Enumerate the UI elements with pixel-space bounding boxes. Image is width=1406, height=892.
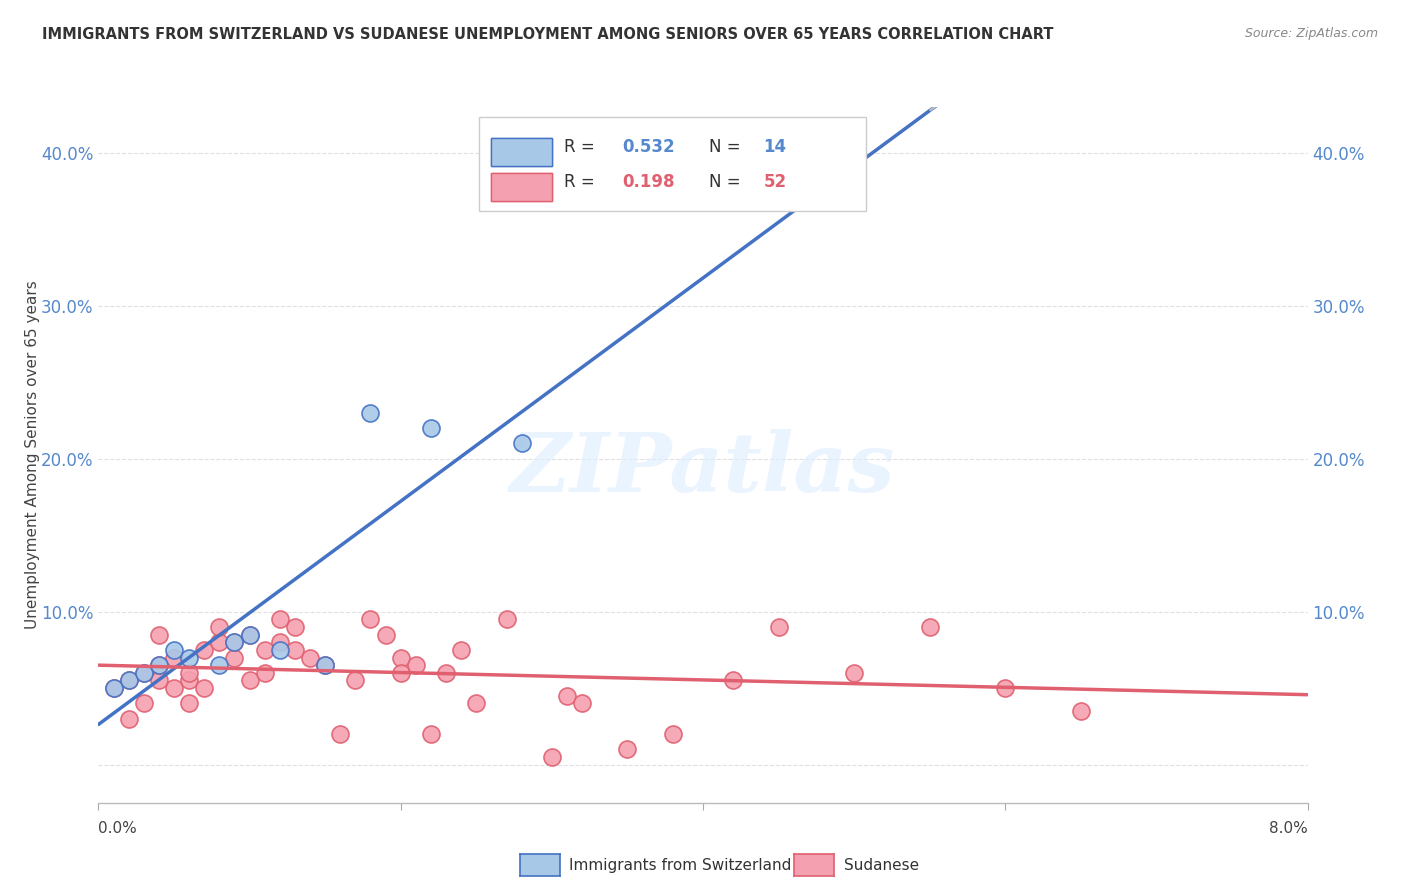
Point [193, 681, 215, 695]
Text: R =: R = [564, 138, 600, 156]
Point [148, 673, 170, 688]
Point [239, 627, 262, 641]
Point [118, 712, 141, 726]
Point [510, 436, 533, 450]
Text: N =: N = [709, 173, 747, 191]
Point [179, 697, 201, 711]
FancyBboxPatch shape [492, 138, 553, 166]
Point [555, 689, 578, 703]
Point [389, 650, 412, 665]
Point [571, 697, 593, 711]
Point [193, 643, 215, 657]
Point [208, 635, 231, 649]
Text: 8.0%: 8.0% [1268, 822, 1308, 836]
Point [465, 697, 488, 711]
Point [360, 612, 382, 626]
Point [253, 665, 276, 680]
Text: ZIPatlas: ZIPatlas [510, 429, 896, 508]
Point [434, 665, 457, 680]
Point [132, 697, 155, 711]
Text: 52: 52 [763, 173, 786, 191]
Point [405, 658, 427, 673]
Point [768, 620, 790, 634]
FancyBboxPatch shape [479, 118, 866, 211]
Point [118, 673, 141, 688]
Text: Immigrants from Switzerland: Immigrants from Switzerland [569, 858, 792, 872]
Point [374, 627, 396, 641]
Point [208, 620, 231, 634]
Point [208, 658, 231, 673]
Point [360, 406, 382, 420]
Point [269, 643, 291, 657]
Point [103, 681, 125, 695]
Point [132, 665, 155, 680]
FancyBboxPatch shape [492, 173, 553, 201]
Point [148, 658, 170, 673]
Point [1070, 704, 1092, 718]
Point [918, 620, 941, 634]
Point [148, 658, 170, 673]
Text: Source: ZipAtlas.com: Source: ZipAtlas.com [1244, 27, 1378, 40]
Text: 14: 14 [763, 138, 786, 156]
Point [616, 742, 638, 756]
Point [163, 650, 186, 665]
Point [844, 665, 866, 680]
Text: R =: R = [564, 173, 600, 191]
Point [179, 650, 201, 665]
Point [148, 627, 170, 641]
Y-axis label: Unemployment Among Seniors over 65 years: Unemployment Among Seniors over 65 years [25, 281, 41, 629]
Point [662, 727, 685, 741]
Point [314, 658, 336, 673]
Point [420, 421, 443, 435]
Text: 0.0%: 0.0% [98, 822, 138, 836]
Point [239, 673, 262, 688]
Text: 0.198: 0.198 [621, 173, 675, 191]
Point [224, 635, 246, 649]
Point [103, 681, 125, 695]
Point [163, 681, 186, 695]
Point [450, 643, 472, 657]
Point [284, 620, 307, 634]
Point [224, 650, 246, 665]
Point [723, 673, 745, 688]
Point [541, 750, 564, 764]
Text: Sudanese: Sudanese [844, 858, 918, 872]
Point [299, 650, 322, 665]
Point [269, 612, 291, 626]
Point [314, 658, 336, 673]
Text: 0.532: 0.532 [621, 138, 675, 156]
Point [329, 727, 352, 741]
Point [163, 643, 186, 657]
Point [118, 673, 141, 688]
Point [253, 643, 276, 657]
Text: N =: N = [709, 138, 747, 156]
Point [224, 635, 246, 649]
Text: IMMIGRANTS FROM SWITZERLAND VS SUDANESE UNEMPLOYMENT AMONG SENIORS OVER 65 YEARS: IMMIGRANTS FROM SWITZERLAND VS SUDANESE … [42, 27, 1053, 42]
Point [179, 665, 201, 680]
Point [239, 627, 262, 641]
Point [495, 612, 517, 626]
Point [389, 665, 412, 680]
Point [269, 635, 291, 649]
Point [284, 643, 307, 657]
Point [994, 681, 1017, 695]
Point [179, 673, 201, 688]
Point [420, 727, 443, 741]
Point [344, 673, 367, 688]
Point [828, 161, 851, 176]
Point [132, 665, 155, 680]
